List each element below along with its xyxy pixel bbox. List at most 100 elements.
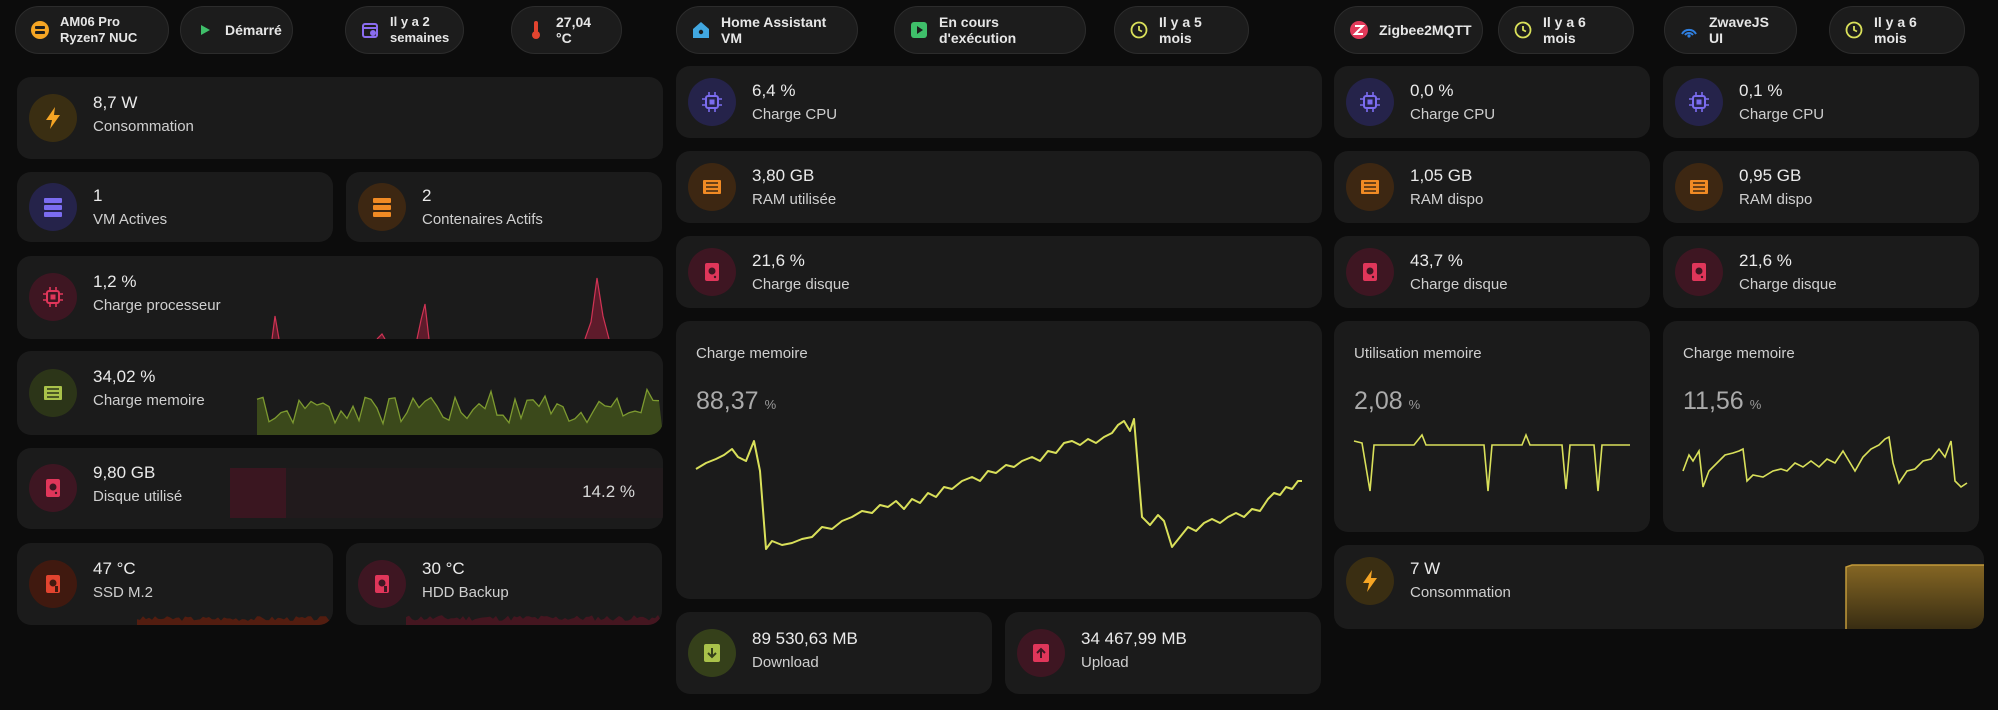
vm-uptime-chip[interactable]: Il y a 5 mois <box>1114 6 1249 54</box>
vm-memory-chart-value: 88,37 <box>696 387 759 415</box>
vm-disk-value: 21,6 % <box>752 251 805 270</box>
z2m-memory-chart-card[interactable]: Utilisation memoire 2,08% <box>1334 321 1650 532</box>
vm-cpu-label: Charge CPU <box>752 106 838 123</box>
hard-disk-icon <box>688 248 736 296</box>
vm-cpu-value: 6,4 % <box>752 81 796 100</box>
host-power-card[interactable]: 8,7 W Consommation <box>17 77 663 159</box>
host-uptime-chip[interactable]: Il y a 2 semaines <box>345 6 464 54</box>
cpu-chip-icon <box>1346 78 1394 126</box>
host-cpu-sparkline <box>267 277 610 339</box>
z2m-uptime: Il y a 6 mois <box>1543 14 1586 46</box>
zwave-ram-card[interactable]: 0,95 GB RAM dispo <box>1663 151 1979 223</box>
zwave-memory-chart-unit: % <box>1749 397 1762 412</box>
host-ssd-card[interactable]: 47 °C SSD M.2 <box>17 543 333 625</box>
z2m-name-chip[interactable]: Zigbee2MQTT <box>1334 6 1483 54</box>
cpu-chip-icon <box>688 78 736 126</box>
vm-download-card[interactable]: 89 530,63 MB Download <box>676 612 992 694</box>
vm-upload-value: 34 467,99 MB <box>1081 629 1187 648</box>
z2m-memory-chart-title: Utilisation memoire <box>1354 345 1482 362</box>
z2m-disk-label: Charge disque <box>1410 276 1508 293</box>
hard-disk-icon <box>1675 248 1723 296</box>
host-containers-card[interactable]: 2 Contenaires Actifs <box>346 172 662 242</box>
hard-disk-icon <box>29 464 77 512</box>
host-power-value: 8,7 W <box>93 93 138 112</box>
container-stack-icon <box>358 183 406 231</box>
ssd-temp-sparkline <box>137 616 333 625</box>
host-cpu-card[interactable]: 1,2 % Charge processeur <box>17 256 663 339</box>
zwave-memory-chart-value: 11,56 <box>1683 387 1744 415</box>
host-name-chip[interactable]: AM06 Pro Ryzen7 NUC <box>15 6 169 54</box>
addons-power-label: Consommation <box>1410 584 1511 601</box>
lightning-icon <box>29 94 77 142</box>
vm-memory-chart-card[interactable]: Charge memoire 88,37% <box>676 321 1322 599</box>
zwave-ram-label: RAM dispo <box>1739 191 1813 208</box>
z2m-disk-card[interactable]: 43,7 % Charge disque <box>1334 236 1650 308</box>
z2m-cpu-label: Charge CPU <box>1410 106 1496 123</box>
vm-status: En cours d'exécution <box>939 14 1017 46</box>
zwave-name-chip[interactable]: ZwaveJS UI <box>1664 6 1797 54</box>
vm-uptime: Il y a 5 mois <box>1159 14 1202 46</box>
zwave-disk-label: Charge disque <box>1739 276 1837 293</box>
disk-usage-percent: 14.2 % <box>582 482 635 501</box>
host-temp-chip[interactable]: 27,04 °C <box>511 6 622 54</box>
host-cpu-label: Charge processeur <box>93 297 221 314</box>
zwave-disk-card[interactable]: 21,6 % Charge disque <box>1663 236 1979 308</box>
vm-upload-card[interactable]: 34 467,99 MB Upload <box>1005 612 1321 694</box>
vm-cpu-card[interactable]: 6,4 % Charge CPU <box>676 66 1322 138</box>
host-disk-value: 9,80 GB <box>93 463 156 482</box>
z2m-memory-chart-value: 2,08 <box>1354 387 1403 415</box>
hard-disk-icon <box>1346 248 1394 296</box>
vm-memory-chart-title: Charge memoire <box>696 345 808 362</box>
host-disk-label: Disque utilisé <box>93 488 183 505</box>
upload-icon <box>1017 629 1065 677</box>
host-mem-card[interactable]: 34,02 % Charge memoire <box>17 351 663 435</box>
zigbee-icon <box>1349 20 1369 40</box>
host-disk-card[interactable]: 14.2 % 9,80 GB Disque utilisé <box>17 448 663 529</box>
vm-status-chip[interactable]: En cours d'exécution <box>894 6 1086 54</box>
vm-memory-chart-unit: % <box>764 397 777 412</box>
zwave-icon <box>1679 20 1699 40</box>
thermometer-icon <box>526 20 546 40</box>
zwave-ram-value: 0,95 GB <box>1739 166 1802 185</box>
addons-power-sparkline <box>1845 564 1984 629</box>
z2m-ram-label: RAM dispo <box>1410 191 1484 208</box>
host-mem-label: Charge memoire <box>93 392 205 409</box>
z2m-ram-value: 1,05 GB <box>1410 166 1473 185</box>
z2m-ram-card[interactable]: 1,05 GB RAM dispo <box>1334 151 1650 223</box>
z2m-memory-line-chart <box>1353 432 1630 492</box>
zwave-memory-chart-card[interactable]: Charge memoire 11,56% <box>1663 321 1979 532</box>
z2m-disk-value: 43,7 % <box>1410 251 1463 270</box>
host-mem-sparkline <box>256 387 663 435</box>
zwave-uptime-chip[interactable]: Il y a 6 mois <box>1829 6 1965 54</box>
lightning-icon <box>1346 557 1394 605</box>
z2m-cpu-value: 0,0 % <box>1410 81 1454 100</box>
z2m-uptime-chip[interactable]: Il y a 6 mois <box>1498 6 1634 54</box>
zwave-cpu-label: Charge CPU <box>1739 106 1825 123</box>
host-vms-card[interactable]: 1 VM Actives <box>17 172 333 242</box>
cpu-chip-icon <box>1675 78 1723 126</box>
memory-icon <box>29 369 77 417</box>
host-uptime-line2: semaines <box>390 30 450 45</box>
home-assistant-icon <box>691 20 711 40</box>
addons-power-card[interactable]: 7 W Consommation <box>1334 545 1984 629</box>
cpu-chip-icon <box>29 273 77 321</box>
download-icon <box>688 629 736 677</box>
vm-disk-card[interactable]: 21,6 % Charge disque <box>676 236 1322 308</box>
host-hdd-card[interactable]: 30 °C HDD Backup <box>346 543 662 625</box>
z2m-cpu-card[interactable]: 0,0 % Charge CPU <box>1334 66 1650 138</box>
zwave-memory-line-chart <box>1682 435 1968 489</box>
zwave-uptime: Il y a 6 mois <box>1874 14 1917 46</box>
host-vms-value: 1 <box>93 186 103 205</box>
zwave-cpu-card[interactable]: 0,1 % Charge CPU <box>1663 66 1979 138</box>
hdd-temperature-icon <box>358 560 406 608</box>
vm-name-chip[interactable]: Home Assistant VM <box>676 6 858 54</box>
host-vms-label: VM Actives <box>93 211 168 228</box>
vm-name: Home Assistant VM <box>721 14 827 46</box>
host-containers-value: 2 <box>422 186 432 205</box>
host-uptime-line1: Il y a 2 <box>390 14 430 29</box>
vm-ram-card[interactable]: 3,80 GB RAM utilisée <box>676 151 1322 223</box>
hdd-temp-label: HDD Backup <box>422 584 509 601</box>
hdd-temp-sparkline <box>406 615 662 625</box>
host-status-chip[interactable]: Démarré <box>180 6 293 54</box>
z2m-memory-chart-unit: % <box>1408 397 1421 412</box>
